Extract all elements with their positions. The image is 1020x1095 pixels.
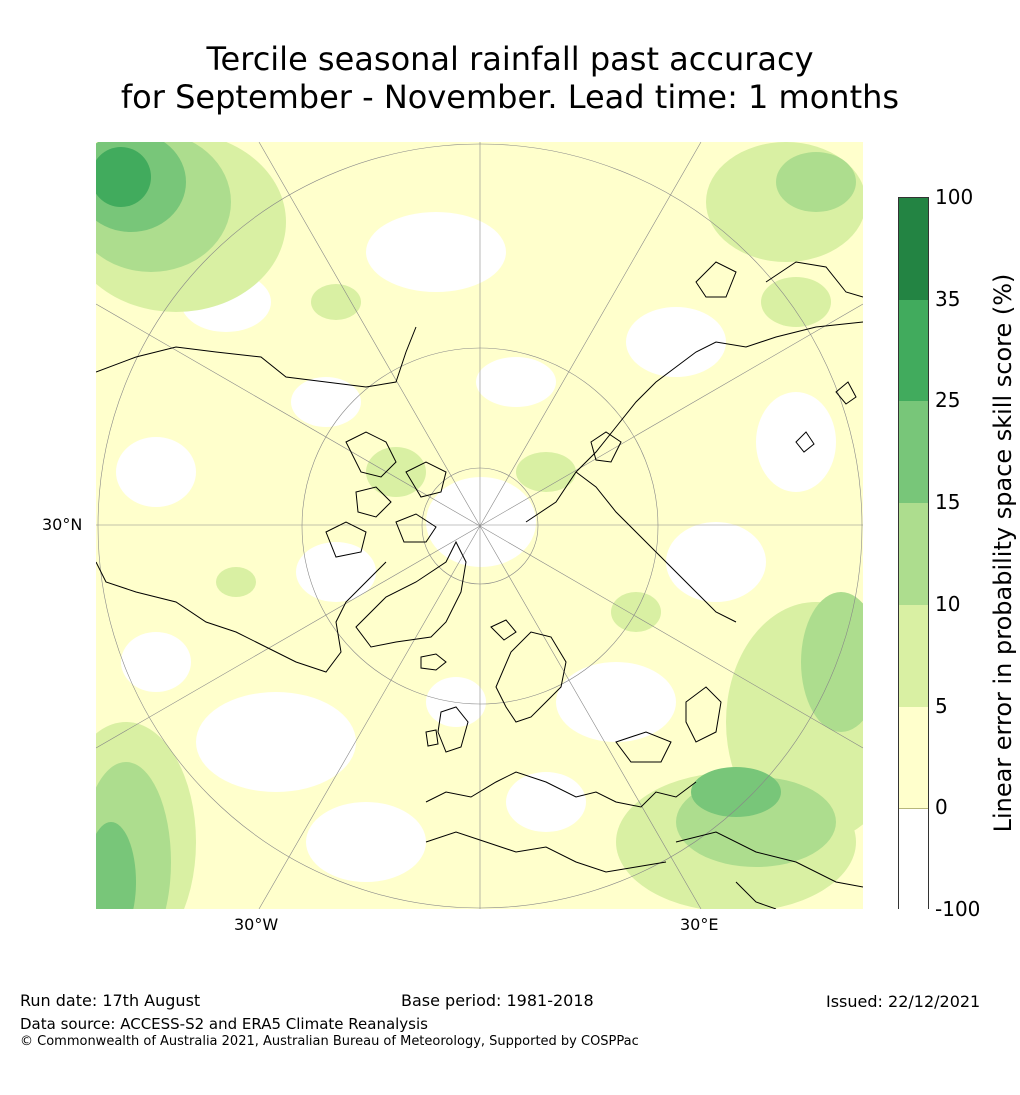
data-source: Data source: ACCESS-S2 and ERA5 Climate … — [20, 1015, 428, 1033]
map-title-line2: for September - November. Lead time: 1 m… — [120, 78, 900, 116]
map-title-line1: Tercile seasonal rainfall past accuracy — [206, 40, 814, 78]
skill-field-negative-patches — [116, 212, 836, 882]
colorbar-tick: 15 — [935, 490, 961, 515]
skill-field-25-35 — [96, 147, 151, 207]
colorbar-tick: 10 — [935, 591, 961, 616]
coastlines — [96, 261, 863, 909]
colorbar-tick: 25 — [935, 388, 961, 413]
lon-label-30e: 30°E — [680, 915, 719, 934]
colorbar-segment — [899, 706, 928, 810]
colorbar-label: Linear error in probability space skill … — [989, 273, 1017, 833]
colorbar-segment — [899, 299, 928, 403]
colorbar-tick: -100 — [935, 897, 981, 921]
colorbar-segment — [899, 198, 928, 300]
run-date: Run date: 17th August — [20, 991, 201, 1010]
colorbar-segment — [899, 808, 928, 911]
colorbar-segment — [899, 401, 928, 505]
graticule — [96, 142, 863, 909]
copyright-notice: © Commonwealth of Australia 2021, Austra… — [20, 1034, 639, 1049]
lon-label-30w: 30°W — [234, 915, 279, 934]
colorbar — [898, 197, 929, 911]
base-period: Base period: 1981-2018 — [401, 991, 594, 1010]
colorbar-tick: 0 — [935, 795, 948, 820]
lat-label-30n: 30°N — [42, 515, 83, 534]
issued-date: Issued: 22/12/2021 — [826, 992, 981, 1011]
colorbar-segment — [899, 604, 928, 708]
polar-skill-map — [96, 142, 863, 909]
colorbar-tick: 5 — [935, 693, 948, 718]
colorbar-tick: 100 — [935, 185, 974, 209]
map-title: Tercile seasonal rainfall past accuracy … — [0, 40, 1020, 116]
colorbar-tick: 35 — [935, 286, 961, 311]
colorbar-segment — [899, 503, 928, 606]
